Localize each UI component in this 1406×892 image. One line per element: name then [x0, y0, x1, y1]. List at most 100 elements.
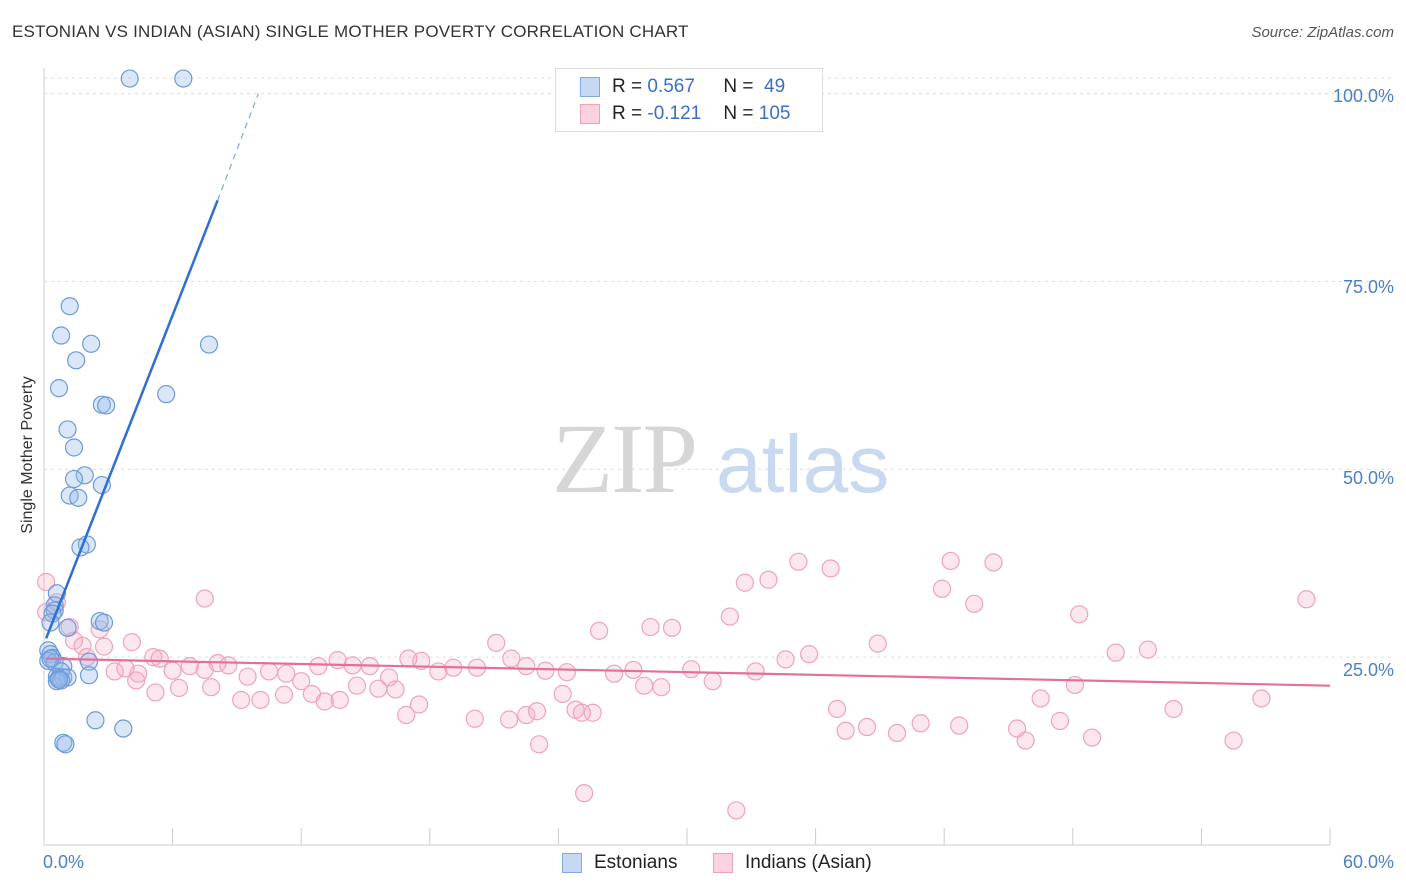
- data-point-estonians: [174, 69, 193, 88]
- data-point-indians-asian: [309, 657, 328, 676]
- data-point-indians-asian: [219, 656, 238, 675]
- data-point-indians-asian: [429, 662, 448, 681]
- data-point-estonians: [114, 719, 133, 738]
- data-point-indians-asian: [122, 633, 141, 652]
- axes: [43, 68, 1331, 846]
- data-point-indians-asian: [553, 684, 572, 704]
- data-point-indians-asian: [836, 721, 855, 740]
- x-tick-max: 60.0%: [1342, 852, 1394, 872]
- data-point-indians-asian: [950, 716, 969, 735]
- data-point-indians-asian: [1070, 605, 1089, 624]
- data-point-indians-asian: [169, 678, 189, 698]
- bottom-legend-swatch-estonians: [562, 853, 582, 873]
- data-point-estonians: [49, 670, 69, 689]
- watermark-zip: ZIP: [552, 403, 696, 514]
- legend-n-value: 105: [758, 103, 791, 124]
- data-point-indians-asian: [277, 664, 296, 683]
- trend-lines: [44, 93, 1331, 687]
- data-point-indians-asian: [1031, 689, 1050, 708]
- data-point-indians-asian: [1164, 699, 1183, 719]
- data-point-indians-asian: [409, 695, 429, 714]
- data-point-indians-asian: [502, 649, 521, 668]
- legend-n-label: N =: [723, 76, 759, 97]
- data-point-indians-asian: [635, 676, 654, 695]
- data-point-indians-asian: [105, 662, 124, 681]
- data-point-indians-asian: [1252, 689, 1271, 708]
- data-point-estonians: [82, 334, 101, 353]
- y-tick-25: 25.0%: [1342, 660, 1394, 680]
- data-point-indians-asian: [652, 678, 671, 697]
- trend-line-estonians-extension: [217, 93, 259, 201]
- data-point-indians-asian: [857, 717, 877, 737]
- data-point-estonians: [157, 385, 176, 404]
- data-point-estonians: [56, 735, 75, 754]
- trend-line-indians-asian: [46, 657, 1331, 687]
- legend-row-indians: R = -0.121 N = 105: [580, 101, 790, 127]
- legend-r-value: -0.121: [647, 103, 702, 124]
- x-tick-min: 0.0%: [43, 852, 85, 872]
- data-point-indians-asian: [605, 664, 624, 683]
- data-point-indians-asian: [397, 705, 416, 725]
- data-point-indians-asian: [1297, 590, 1316, 609]
- legend-n-label: N =: [723, 103, 759, 124]
- data-point-indians-asian: [759, 570, 778, 589]
- data-point-estonians: [52, 326, 71, 345]
- data-point-indians-asian: [127, 671, 146, 690]
- data-point-indians-asian: [641, 617, 660, 637]
- data-point-estonians: [79, 666, 99, 685]
- y-tick-100: 100.0%: [1332, 86, 1394, 106]
- data-point-estonians: [64, 438, 84, 457]
- data-point-indians-asian: [163, 661, 182, 680]
- data-point-indians-asian: [1138, 640, 1157, 659]
- bottom-legend-estonians: Estonians: [562, 852, 677, 874]
- data-point-indians-asian: [1050, 711, 1070, 731]
- data-point-estonians: [58, 420, 77, 439]
- data-point-indians-asian: [1082, 728, 1102, 747]
- bottom-legend-label-estonians: Estonians: [594, 852, 678, 873]
- legend-swatch-estonians: [580, 77, 600, 97]
- correlation-legend: R = 0.567 N = 49 R = -0.121 N = 105: [555, 68, 823, 132]
- data-point-indians-asian: [1224, 731, 1243, 750]
- data-point-indians-asian: [911, 714, 930, 733]
- data-point-indians-asian: [150, 649, 169, 668]
- data-point-indians-asian: [274, 685, 294, 704]
- bottom-legend-swatch-indians: [713, 853, 733, 873]
- data-point-indians-asian: [500, 710, 519, 729]
- series-estonians: [39, 69, 219, 754]
- data-point-indians-asian: [202, 678, 221, 697]
- legend-swatch-indians: [580, 104, 600, 124]
- data-point-indians-asian: [827, 699, 847, 719]
- data-point-indians-asian: [487, 633, 506, 652]
- data-point-indians-asian: [583, 703, 602, 722]
- data-point-estonians: [69, 488, 88, 507]
- data-point-indians-asian: [1065, 675, 1085, 695]
- data-point-indians-asian: [73, 636, 92, 655]
- data-point-estonians: [97, 396, 116, 415]
- data-point-indians-asian: [1016, 731, 1035, 750]
- data-point-indians-asian: [465, 709, 484, 728]
- data-point-indians-asian: [887, 723, 907, 743]
- data-point-indians-asian: [251, 690, 270, 710]
- data-point-estonians: [86, 711, 105, 730]
- data-point-indians-asian: [180, 657, 199, 676]
- data-point-estonians: [75, 466, 94, 485]
- trend-line-estonians: [44, 199, 219, 639]
- data-point-indians-asian: [536, 661, 555, 680]
- data-point-estonians: [64, 469, 84, 489]
- y-tick-75: 75.0%: [1342, 277, 1394, 297]
- data-point-indians-asian: [129, 664, 148, 683]
- data-point-indians-asian: [412, 651, 431, 671]
- data-point-indians-asian: [789, 552, 808, 571]
- data-point-estonians: [49, 379, 69, 398]
- data-point-indians-asian: [557, 663, 577, 682]
- data-point-indians-asian: [527, 702, 547, 721]
- data-point-indians-asian: [530, 735, 549, 754]
- data-point-indians-asian: [682, 660, 701, 679]
- data-point-indians-asian: [146, 683, 165, 702]
- data-point-indians-asian: [330, 690, 349, 710]
- data-point-indians-asian: [292, 672, 311, 691]
- legend-r-value: 0.567: [647, 76, 695, 97]
- legend-row-estonians: R = 0.567 N = 49: [580, 74, 785, 100]
- data-point-indians-asian: [800, 645, 819, 664]
